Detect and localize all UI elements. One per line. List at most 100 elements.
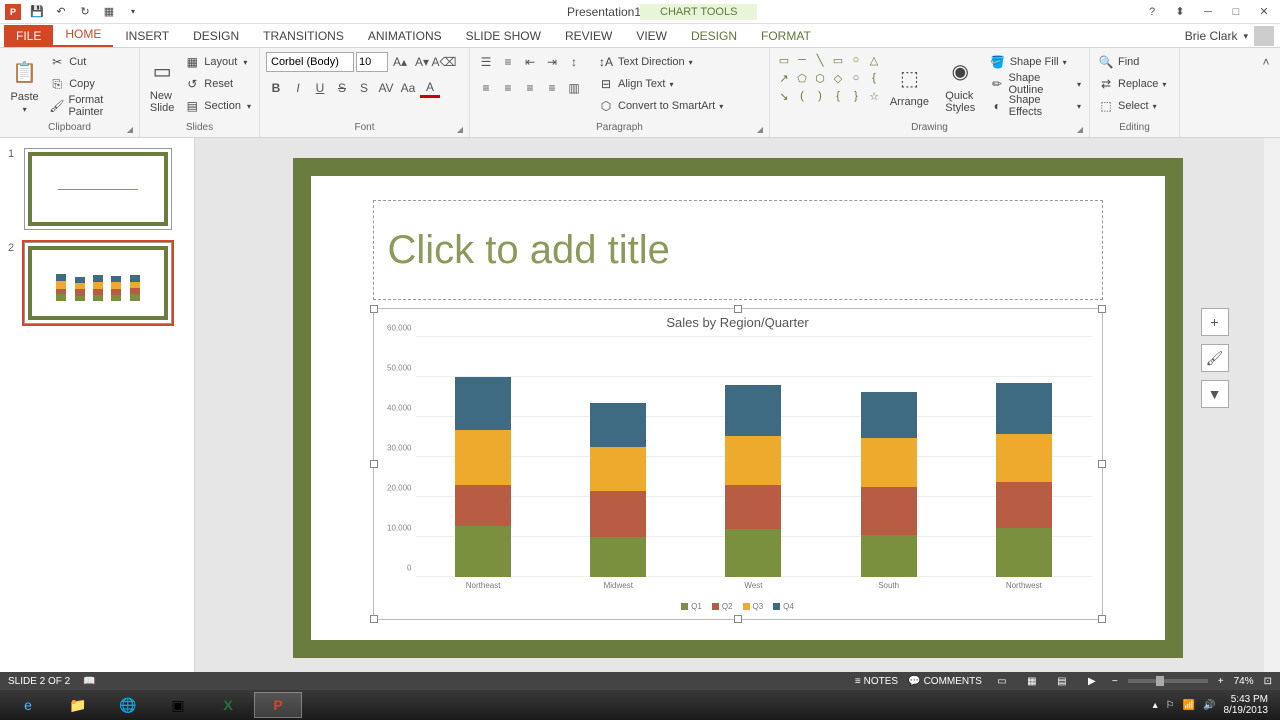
font-color-icon[interactable]: A bbox=[420, 78, 440, 98]
bar-segment[interactable] bbox=[996, 482, 1052, 528]
change-case-icon[interactable]: Aa bbox=[398, 78, 418, 98]
collapse-ribbon-icon[interactable]: ˄ bbox=[1256, 52, 1276, 72]
justify-icon[interactable]: ≡ bbox=[542, 78, 562, 98]
notes-button[interactable]: ≡NOTES bbox=[855, 676, 898, 687]
font-launcher[interactable]: ◢ bbox=[457, 125, 463, 134]
chart-title[interactable]: Sales by Region/Quarter bbox=[374, 309, 1102, 336]
help-icon[interactable]: ? bbox=[1142, 4, 1162, 20]
bar-segment[interactable] bbox=[455, 430, 511, 485]
user-avatar[interactable] bbox=[1254, 26, 1274, 46]
increase-indent-icon[interactable]: ⇥ bbox=[542, 52, 562, 72]
legend-item[interactable]: Q4 bbox=[773, 602, 794, 611]
shape-effects-button[interactable]: ◐Shape Effects▾ bbox=[988, 96, 1083, 116]
spellcheck-icon[interactable]: 📖 bbox=[83, 676, 95, 687]
selection-handle[interactable] bbox=[1098, 615, 1106, 623]
minimize-button[interactable]: ─ bbox=[1198, 4, 1218, 20]
shape-outline-button[interactable]: ✏Shape Outline▾ bbox=[988, 74, 1083, 94]
close-button[interactable]: ✕ bbox=[1254, 4, 1274, 20]
tab-design[interactable]: DESIGN bbox=[181, 25, 251, 47]
taskbar-app[interactable]: ▣ bbox=[154, 692, 202, 718]
zoom-in-icon[interactable]: + bbox=[1218, 676, 1224, 687]
slideshow-view-icon[interactable]: ▶ bbox=[1082, 674, 1102, 688]
taskbar-ie[interactable]: e bbox=[4, 692, 52, 718]
paragraph-launcher[interactable]: ◢ bbox=[757, 125, 763, 134]
text-direction-button[interactable]: ↕AText Direction▾ bbox=[596, 52, 725, 72]
replace-button[interactable]: ⇄Replace▾ bbox=[1096, 74, 1168, 94]
bar-segment[interactable] bbox=[590, 403, 646, 447]
zoom-slider[interactable] bbox=[1128, 679, 1208, 683]
new-slide-button[interactable]: ▭ New Slide bbox=[146, 52, 178, 118]
bar-segment[interactable] bbox=[861, 392, 917, 438]
selection-handle[interactable] bbox=[370, 305, 378, 313]
format-painter-button[interactable]: 🖌Format Painter bbox=[47, 96, 133, 116]
tray-volume-icon[interactable]: 🔊 bbox=[1203, 700, 1215, 711]
title-placeholder[interactable]: Click to add title bbox=[373, 200, 1103, 300]
ribbon-options-icon[interactable]: ⬍ bbox=[1170, 4, 1190, 20]
bar-segment[interactable] bbox=[455, 526, 511, 577]
columns-icon[interactable]: ▥ bbox=[564, 78, 584, 98]
paste-button[interactable]: 📋 Paste ▾ bbox=[6, 52, 43, 118]
selection-handle[interactable] bbox=[370, 615, 378, 623]
chart-legend[interactable]: Q1Q2Q3Q4 bbox=[374, 602, 1102, 611]
find-button[interactable]: 🔍Find bbox=[1096, 52, 1168, 72]
font-name-select[interactable] bbox=[266, 52, 354, 72]
bold-icon[interactable]: B bbox=[266, 78, 286, 98]
section-button[interactable]: ▤Section▾ bbox=[182, 96, 253, 116]
bar-segment[interactable] bbox=[725, 529, 781, 577]
selection-handle[interactable] bbox=[734, 615, 742, 623]
tab-animations[interactable]: ANIMATIONS bbox=[356, 25, 454, 47]
tab-slideshow[interactable]: SLIDE SHOW bbox=[454, 25, 553, 47]
sorter-view-icon[interactable]: ▦ bbox=[1022, 674, 1042, 688]
bar-segment[interactable] bbox=[861, 438, 917, 488]
bar-segment[interactable] bbox=[455, 377, 511, 430]
tab-home[interactable]: HOME bbox=[53, 23, 113, 47]
quick-styles-button[interactable]: ◉ Quick Styles bbox=[937, 52, 984, 118]
zoom-out-icon[interactable]: − bbox=[1112, 676, 1118, 687]
line-spacing-icon[interactable]: ↕ bbox=[564, 52, 584, 72]
bar-segment[interactable] bbox=[996, 434, 1052, 482]
bar-segment[interactable] bbox=[996, 383, 1052, 434]
chart-object[interactable]: Sales by Region/Quarter 010,00020,00030,… bbox=[373, 308, 1103, 620]
legend-item[interactable]: Q1 bbox=[681, 602, 702, 611]
align-center-icon[interactable]: ≡ bbox=[498, 78, 518, 98]
selection-handle[interactable] bbox=[1098, 305, 1106, 313]
user-name[interactable]: Brie Clark bbox=[1185, 29, 1238, 43]
tray-action-center-icon[interactable]: ⚐ bbox=[1166, 700, 1175, 711]
vertical-scrollbar[interactable] bbox=[1264, 138, 1280, 678]
reset-button[interactable]: ↺Reset bbox=[182, 74, 253, 94]
bar-segment[interactable] bbox=[725, 436, 781, 486]
slide-thumbnail-1[interactable] bbox=[24, 148, 172, 230]
cut-button[interactable]: ✂Cut bbox=[47, 52, 133, 72]
selection-handle[interactable] bbox=[1098, 460, 1106, 468]
bar-segment[interactable] bbox=[861, 535, 917, 577]
align-right-icon[interactable]: ≡ bbox=[520, 78, 540, 98]
bar-segment[interactable] bbox=[996, 528, 1052, 578]
decrease-indent-icon[interactable]: ⇤ bbox=[520, 52, 540, 72]
slide-canvas[interactable]: Click to add title Sales by Region/Quart… bbox=[293, 158, 1183, 658]
bullets-icon[interactable]: ☰ bbox=[476, 52, 496, 72]
copy-button[interactable]: ⎘Copy bbox=[47, 74, 133, 94]
tab-review[interactable]: REVIEW bbox=[553, 25, 624, 47]
layout-button[interactable]: ▦Layout▾ bbox=[182, 52, 253, 72]
tray-hidden-icons[interactable]: ▴ bbox=[1153, 700, 1158, 711]
strikethrough-icon[interactable]: S bbox=[332, 78, 352, 98]
clipboard-launcher[interactable]: ◢ bbox=[127, 125, 133, 134]
decrease-font-icon[interactable]: A▾ bbox=[412, 52, 432, 72]
align-left-icon[interactable]: ≡ bbox=[476, 78, 496, 98]
bar-segment[interactable] bbox=[725, 485, 781, 529]
chart-elements-button[interactable]: + bbox=[1201, 308, 1229, 336]
chart-styles-button[interactable]: 🖌 bbox=[1201, 344, 1229, 372]
bar-segment[interactable] bbox=[725, 385, 781, 436]
qat-customize-icon[interactable]: ▾ bbox=[124, 3, 142, 21]
fit-to-window-icon[interactable]: ⊡ bbox=[1264, 676, 1272, 687]
numbering-icon[interactable]: ≡ bbox=[498, 52, 518, 72]
chart-filters-button[interactable]: ▼ bbox=[1201, 380, 1229, 408]
tab-view[interactable]: VIEW bbox=[624, 25, 679, 47]
slide-indicator[interactable]: SLIDE 2 OF 2 bbox=[8, 676, 70, 687]
select-button[interactable]: ⬚Select▾ bbox=[1096, 96, 1168, 116]
shapes-gallery[interactable]: ▭─╲▭○△ ↗⬠⬡◇○{ ↘(){}☆ bbox=[776, 52, 882, 104]
maximize-button[interactable]: □ bbox=[1226, 4, 1246, 20]
align-text-button[interactable]: ⊟Align Text▾ bbox=[596, 74, 725, 94]
tab-chart-format[interactable]: FORMAT bbox=[749, 25, 823, 47]
shape-fill-button[interactable]: 🪣Shape Fill▾ bbox=[988, 52, 1083, 72]
